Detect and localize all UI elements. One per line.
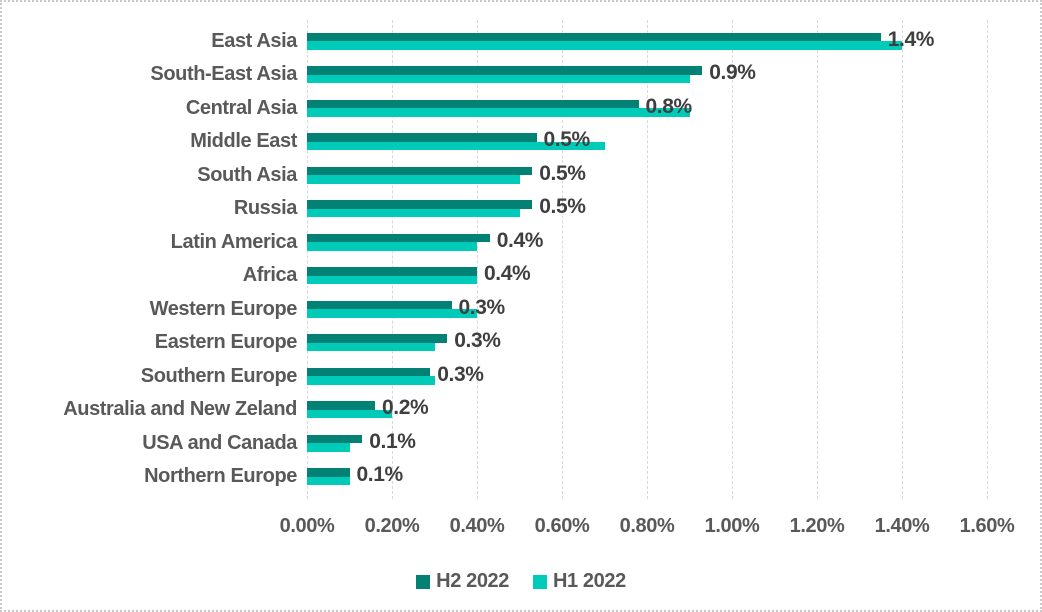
legend-swatch-h2-2022-icon (416, 574, 431, 589)
data-label: 0.8% (645, 94, 693, 118)
category-label: South-East Asia (150, 63, 297, 85)
category-label: Central Asia (185, 96, 298, 119)
data-label: 0.3% (454, 329, 501, 352)
bar-h2-2022 (307, 401, 375, 410)
category-label: Northern Europe (144, 465, 297, 487)
bar-h1-2022 (307, 108, 690, 117)
bar-h2-2022 (307, 334, 448, 343)
legend-item-h1-2022: H1 2022 (533, 570, 626, 593)
category-label: Eastern Europe (154, 331, 298, 353)
data-label: 0.2% (382, 396, 429, 419)
bar-h2-2022 (307, 300, 452, 309)
x-axis-tick-label: 0.20% (364, 515, 420, 537)
bar-h1-2022 (307, 342, 435, 351)
data-label: 1.4% (887, 27, 935, 51)
bar-h2-2022 (307, 468, 350, 477)
data-label: 0.3% (437, 362, 484, 386)
bar-h1-2022 (307, 309, 477, 318)
gridline (902, 20, 903, 499)
bar-h2-2022 (307, 166, 533, 175)
gridline (817, 20, 818, 499)
x-axis-tick-label: 0.60% (534, 515, 590, 537)
data-label: 0.4% (484, 262, 531, 285)
data-label: 0.5% (539, 161, 586, 185)
x-axis-tick-label: 1.20% (789, 515, 845, 537)
data-label: 0.4% (496, 228, 544, 252)
legend-swatch-h1-2022-icon (533, 574, 547, 589)
bar-h2-2022 (307, 66, 703, 75)
legend-item-h2-2022: H2 2022 (416, 570, 509, 593)
bar-h1-2022 (307, 41, 902, 50)
x-axis-tick-label: 1.40% (874, 515, 930, 537)
bar-h2-2022 (307, 233, 490, 242)
data-label: 0.1% (369, 429, 416, 453)
gridline (647, 20, 648, 499)
x-axis-tick-label: 0.80% (619, 515, 675, 537)
category-label: Middle East (190, 130, 297, 152)
bar-h2-2022 (307, 99, 639, 108)
bar-h1-2022 (307, 443, 350, 452)
bar-h2-2022 (307, 434, 363, 443)
gridline (562, 20, 563, 499)
data-label: 0.5% (543, 128, 591, 151)
bar-h1-2022 (307, 74, 690, 83)
x-axis-tick-label: 1.00% (704, 515, 760, 537)
gridline (987, 20, 988, 499)
category-label: Africa (242, 264, 298, 286)
category-label: Western Europe (149, 297, 298, 320)
data-label: 0.3% (458, 295, 506, 319)
x-axis-tick-label: 0.40% (449, 515, 505, 537)
category-label: USA and Canada (142, 431, 297, 454)
category-label: East Asia (211, 29, 297, 52)
gridline (307, 20, 308, 499)
gridline (477, 20, 478, 499)
bar-h2-2022 (307, 367, 431, 376)
legend-label-h1-2022: H1 2022 (553, 570, 626, 592)
gridline (392, 20, 393, 499)
data-label: 0.9% (709, 61, 756, 84)
bar-h1-2022 (307, 141, 605, 150)
data-label: 0.5% (539, 195, 586, 218)
category-label: Russia (233, 197, 298, 219)
legend-label-h2-2022: H2 2022 (436, 570, 509, 592)
bar-h2-2022 (307, 133, 537, 142)
category-label: Latin America (170, 230, 298, 253)
bar-h2-2022 (307, 32, 881, 41)
category-label: Australia and New Zeland (63, 398, 297, 420)
gridline (732, 20, 733, 499)
bar-h1-2022 (307, 208, 520, 217)
bar-h1-2022 (307, 476, 350, 485)
bar-h1-2022 (307, 409, 392, 418)
category-label: South Asia (197, 163, 297, 186)
x-axis-tick-label: 0.00% (279, 515, 335, 537)
bar-h1-2022 (307, 175, 520, 184)
x-axis-tick-label: 1.60% (959, 515, 1015, 537)
bar-h1-2022 (307, 376, 435, 385)
bar-h2-2022 (307, 267, 477, 276)
bar-h2-2022 (307, 200, 533, 209)
bar-h1-2022 (307, 275, 477, 284)
data-label: 0.1% (356, 463, 404, 486)
legend: H2 2022 H1 2022 (2, 570, 1040, 593)
category-label: Southern Europe (140, 364, 298, 387)
bar-h1-2022 (307, 242, 477, 251)
